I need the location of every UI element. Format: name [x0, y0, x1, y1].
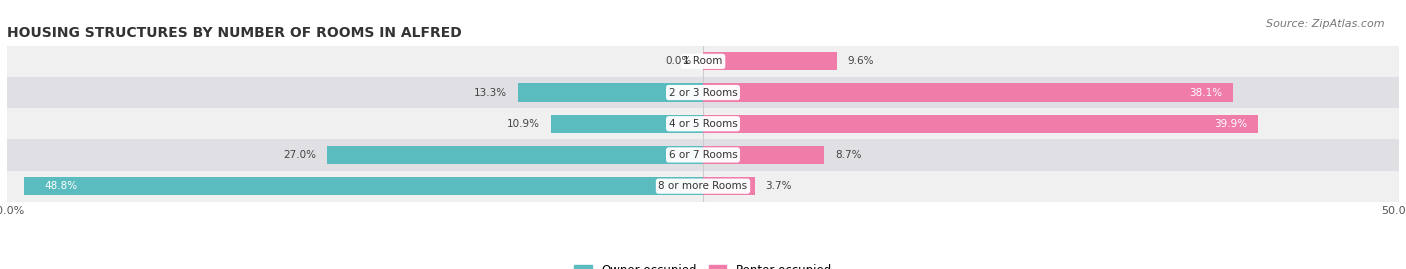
Text: 8 or more Rooms: 8 or more Rooms	[658, 181, 748, 191]
Bar	[517, 83, 703, 102]
Text: 9.6%: 9.6%	[848, 56, 875, 66]
Bar	[7, 171, 1399, 202]
Bar	[703, 177, 755, 195]
Bar	[24, 177, 703, 195]
Bar	[703, 115, 1258, 133]
Bar	[7, 46, 1399, 77]
Text: 4 or 5 Rooms: 4 or 5 Rooms	[669, 119, 737, 129]
Text: 6 or 7 Rooms: 6 or 7 Rooms	[669, 150, 737, 160]
Text: 10.9%: 10.9%	[508, 119, 540, 129]
Bar	[703, 83, 1233, 102]
Text: 8.7%: 8.7%	[835, 150, 862, 160]
Text: 27.0%: 27.0%	[283, 150, 316, 160]
Text: 2 or 3 Rooms: 2 or 3 Rooms	[669, 87, 737, 98]
Text: 48.8%: 48.8%	[45, 181, 77, 191]
Text: 38.1%: 38.1%	[1189, 87, 1222, 98]
Bar	[328, 146, 703, 164]
Text: 1 Room: 1 Room	[683, 56, 723, 66]
Text: 13.3%: 13.3%	[474, 87, 506, 98]
Text: HOUSING STRUCTURES BY NUMBER OF ROOMS IN ALFRED: HOUSING STRUCTURES BY NUMBER OF ROOMS IN…	[7, 26, 461, 40]
Bar	[703, 146, 824, 164]
Bar	[7, 108, 1399, 139]
Bar	[703, 52, 837, 70]
Bar	[7, 139, 1399, 171]
Legend: Owner-occupied, Renter-occupied: Owner-occupied, Renter-occupied	[574, 264, 832, 269]
Bar	[551, 115, 703, 133]
Text: Source: ZipAtlas.com: Source: ZipAtlas.com	[1267, 19, 1385, 29]
Text: 39.9%: 39.9%	[1215, 119, 1247, 129]
Text: 3.7%: 3.7%	[766, 181, 792, 191]
Bar	[7, 77, 1399, 108]
Text: 0.0%: 0.0%	[665, 56, 692, 66]
